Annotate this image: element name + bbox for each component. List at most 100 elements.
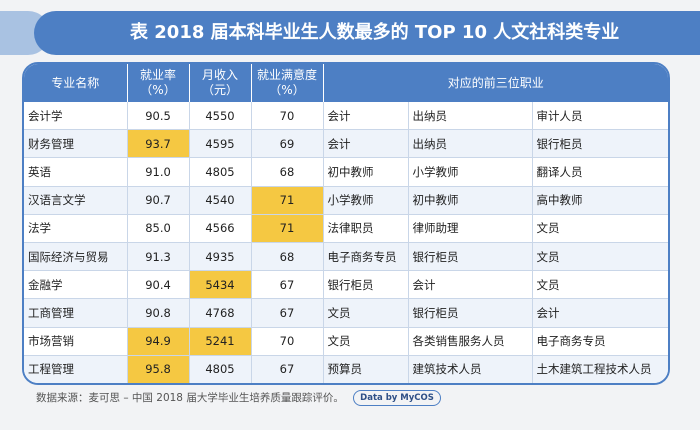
cell-satisfaction: 68 (251, 157, 324, 187)
header-income: 月收入 （元） (189, 64, 252, 102)
cell-major: 汉语言文学 (24, 186, 128, 215)
cell-job-3: 会计 (532, 298, 668, 328)
cell-job-3: 审计人员 (532, 102, 668, 131)
table-row: 工商管理 90.8 4768 67 文员 银行柜员 会计 (24, 298, 668, 328)
cell-job-1: 小学教师 (323, 186, 409, 215)
header-employment-rate-line2: （%） (140, 83, 176, 97)
cell-job-2: 出纳员 (408, 129, 533, 159)
cell-income: 4768 (189, 298, 252, 328)
cell-major: 工程管理 (24, 355, 128, 383)
cell-major: 市场营销 (24, 327, 128, 356)
header-satisfaction-line1: 就业满意度 (256, 68, 317, 82)
table-row: 市场营销 94.9 5241 70 文员 各类销售服务人员 电子商务专员 (24, 327, 668, 356)
cell-job-2: 会计 (408, 270, 533, 300)
cell-job-1: 初中教师 (323, 157, 409, 187)
table-row: 汉语言文学 90.7 4540 71 小学教师 初中教师 高中教师 (24, 186, 668, 215)
cell-satisfaction: 67 (251, 298, 324, 328)
cell-income: 4805 (189, 157, 252, 187)
header-employment-rate-line1: 就业率 (139, 68, 176, 82)
cell-major: 国际经济与贸易 (24, 242, 128, 272)
cell-employment-rate: 90.4 (127, 270, 190, 300)
cell-job-2: 小学教师 (408, 157, 533, 187)
table-row: 英语 91.0 4805 68 初中教师 小学教师 翻译人员 (24, 157, 668, 187)
cell-major: 金融学 (24, 270, 128, 300)
cell-major: 英语 (24, 157, 128, 187)
cell-job-3: 翻译人员 (532, 157, 668, 187)
cell-income: 4566 (189, 214, 252, 243)
table-row: 法学 85.0 4566 71 法律职员 律师助理 文员 (24, 214, 668, 243)
cell-job-1: 银行柜员 (323, 270, 409, 300)
cell-employment-rate: 93.7 (127, 129, 190, 159)
cell-major: 工商管理 (24, 298, 128, 328)
cell-job-3: 文员 (532, 214, 668, 243)
cell-job-3: 土木建筑工程技术人员 (532, 355, 668, 383)
header-income-line2: （元） (201, 83, 238, 97)
cell-income: 5241 (189, 327, 252, 356)
cell-satisfaction: 71 (251, 214, 324, 243)
cell-job-2: 各类销售服务人员 (408, 327, 533, 356)
header-satisfaction: 就业满意度 （%） (251, 64, 324, 102)
cell-satisfaction: 67 (251, 270, 324, 300)
page-title: 表 2018 届本科毕业生人数最多的 TOP 10 人文社科类专业 (130, 22, 620, 43)
cell-income: 4540 (189, 186, 252, 215)
cell-job-2: 律师助理 (408, 214, 533, 243)
cell-employment-rate: 90.7 (127, 186, 190, 215)
table-row: 财务管理 93.7 4595 69 会计 出纳员 银行柜员 (24, 129, 668, 159)
cell-satisfaction: 68 (251, 242, 324, 272)
header-satisfaction-line2: （%） (269, 83, 305, 97)
cell-job-1: 会计 (323, 102, 409, 131)
cell-job-2: 初中教师 (408, 186, 533, 215)
cell-major: 法学 (24, 214, 128, 243)
cell-job-2: 银行柜员 (408, 298, 533, 328)
cell-job-1: 电子商务专员 (323, 242, 409, 272)
cell-major: 财务管理 (24, 129, 128, 159)
header-employment-rate: 就业率 （%） (127, 64, 190, 102)
cell-employment-rate: 95.8 (127, 355, 190, 383)
majors-table: 专业名称 就业率 （%） 月收入 （元） 就业满意度 （%） 对应的前三位职业 … (24, 64, 668, 383)
cell-employment-rate: 91.3 (127, 242, 190, 272)
cell-income: 5434 (189, 270, 252, 300)
header-major: 专业名称 (24, 64, 128, 102)
cell-employment-rate: 90.8 (127, 298, 190, 328)
cell-employment-rate: 94.9 (127, 327, 190, 356)
table-body: 会计学 90.5 4550 70 会计 出纳员 审计人员 财务管理 93.7 4595 69 会计 出纳… (24, 102, 668, 383)
header-top-jobs: 对应的前三位职业 (323, 64, 668, 102)
cell-job-1: 预算员 (323, 355, 409, 383)
cell-job-3: 文员 (532, 270, 668, 300)
cell-income: 4550 (189, 102, 252, 131)
cell-satisfaction: 69 (251, 129, 324, 159)
data-source-note: 数据来源：麦可思 – 中国 2018 届大学毕业生培养质量跟踪评价。 (36, 392, 344, 404)
cell-satisfaction: 70 (251, 327, 324, 356)
header-income-line1: 月收入 (201, 68, 238, 82)
cell-job-3: 文员 (532, 242, 668, 272)
cell-job-1: 文员 (323, 327, 409, 356)
cell-job-2: 建筑技术人员 (408, 355, 533, 383)
cell-job-3: 高中教师 (532, 186, 668, 215)
cell-job-3: 银行柜员 (532, 129, 668, 159)
mycos-badge: Data by MyCOS (353, 390, 441, 406)
table-row: 国际经济与贸易 91.3 4935 68 电子商务专员 银行柜员 文员 (24, 242, 668, 272)
cell-job-1: 会计 (323, 129, 409, 159)
cell-income: 4595 (189, 129, 252, 159)
cell-job-2: 出纳员 (408, 102, 533, 131)
cell-job-2: 银行柜员 (408, 242, 533, 272)
cell-satisfaction: 71 (251, 186, 324, 215)
cell-satisfaction: 67 (251, 355, 324, 383)
cell-income: 4805 (189, 355, 252, 383)
table-header-row: 专业名称 就业率 （%） 月收入 （元） 就业满意度 （%） 对应的前三位职业 (24, 64, 668, 102)
cell-employment-rate: 85.0 (127, 214, 190, 243)
cell-employment-rate: 91.0 (127, 157, 190, 187)
majors-table-container: 专业名称 就业率 （%） 月收入 （元） 就业满意度 （%） 对应的前三位职业 … (22, 62, 670, 385)
cell-job-3: 电子商务专员 (532, 327, 668, 356)
table-row: 工程管理 95.8 4805 67 预算员 建筑技术人员 土木建筑工程技术人员 (24, 355, 668, 383)
cell-satisfaction: 70 (251, 102, 324, 131)
cell-job-1: 文员 (323, 298, 409, 328)
footer: 数据来源：麦可思 – 中国 2018 届大学毕业生培养质量跟踪评价。 Data … (36, 389, 441, 407)
table-row: 会计学 90.5 4550 70 会计 出纳员 审计人员 (24, 102, 668, 131)
cell-employment-rate: 90.5 (127, 102, 190, 131)
title-bar (0, 11, 700, 55)
cell-major: 会计学 (24, 102, 128, 131)
table-row: 金融学 90.4 5434 67 银行柜员 会计 文员 (24, 270, 668, 300)
cell-income: 4935 (189, 242, 252, 272)
cell-job-1: 法律职员 (323, 214, 409, 243)
